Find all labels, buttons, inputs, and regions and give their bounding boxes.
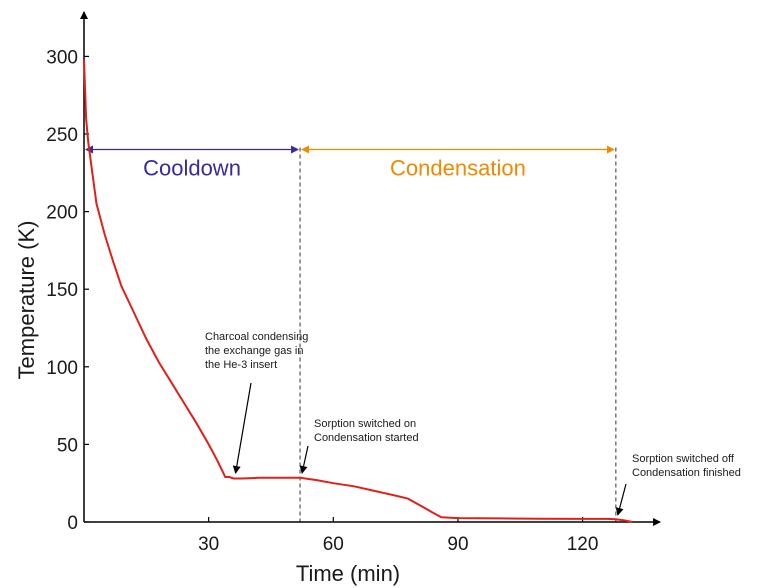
annotation-arrow — [615, 483, 627, 516]
y-axis-title: Temperature (K) — [14, 221, 39, 380]
annotation-text: the He-3 insert — [205, 359, 277, 371]
x-tick-label: 30 — [198, 534, 219, 555]
y-tick-label: 200 — [46, 203, 78, 224]
annotation-text: Sorption switched off — [632, 453, 735, 465]
y-tick-label: 50 — [57, 435, 78, 456]
y-ticks: 0 50 100 150 200 250 300 — [46, 47, 89, 534]
x-tick-label: 60 — [323, 534, 344, 555]
annotation-text: Charcoal condensing — [205, 331, 308, 343]
x-tick-label: 120 — [567, 534, 599, 555]
guide-lines — [299, 147, 617, 522]
y-tick-label: 300 — [46, 47, 78, 68]
y-tick-label: 150 — [46, 280, 78, 301]
annotation-text: Sorption switched on — [314, 418, 416, 430]
x-axis-title: Time (min) — [296, 561, 400, 586]
y-tick-label: 0 — [67, 513, 78, 534]
phase-spans: Cooldown Condensation — [85, 145, 615, 181]
annotation-arrow — [232, 382, 252, 474]
temperature-series-line — [83, 59, 633, 523]
phase-label: Cooldown — [143, 156, 241, 181]
x-tick-label: 90 — [447, 534, 468, 555]
phase-label: Condensation — [390, 156, 526, 181]
y-tick-label: 250 — [46, 125, 78, 146]
annotation-arrow — [299, 445, 309, 474]
annotations: Charcoal condensing the exchange gas in th… — [205, 331, 741, 516]
y-tick-label: 100 — [46, 358, 78, 379]
annotation-text: Condensation finished — [632, 467, 741, 479]
annotation-text: Condensation started — [314, 432, 419, 444]
annotation-text: the exchange gas in — [205, 345, 303, 357]
